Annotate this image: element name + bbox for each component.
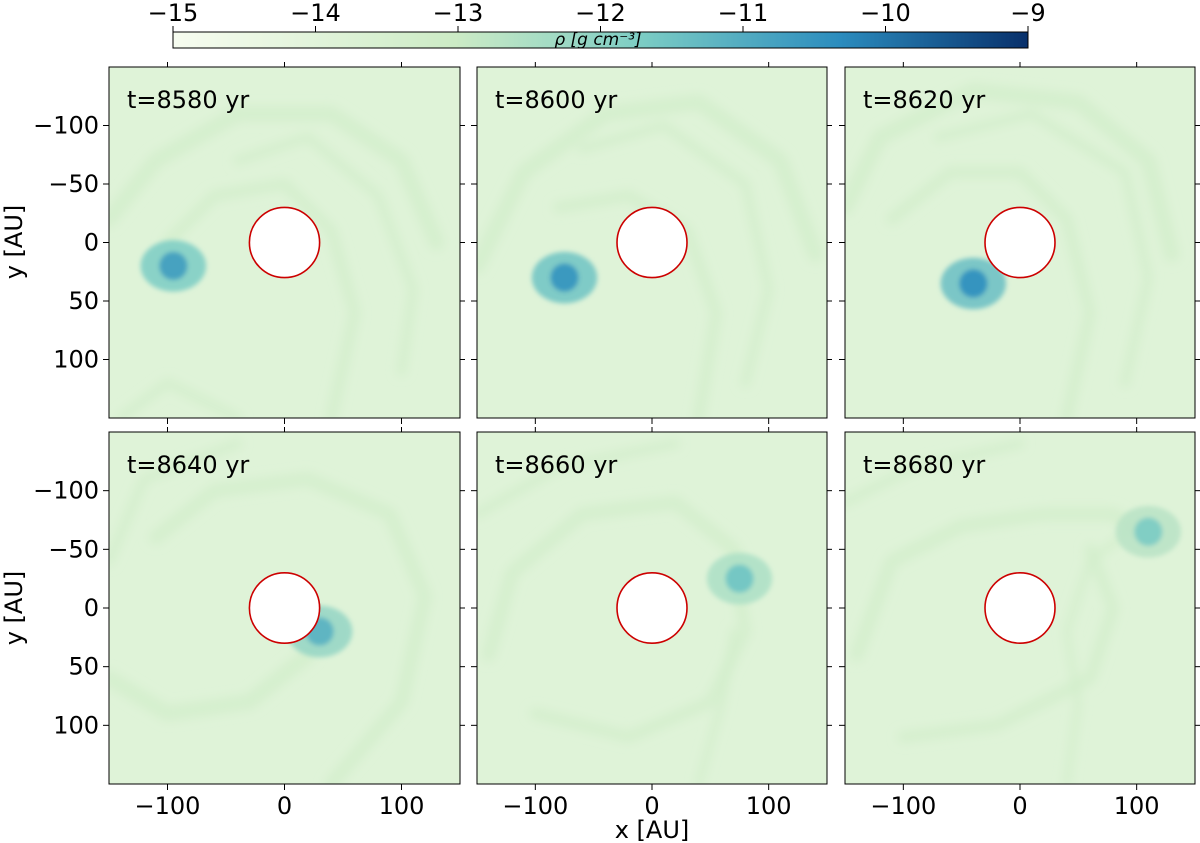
sink-circle bbox=[984, 206, 1056, 279]
colorbar-ticks: −15 −14 −13 −12 −11 −10 −9 bbox=[148, 0, 1046, 32]
sink-circle bbox=[616, 206, 688, 279]
y-tick-label: −100 bbox=[33, 112, 99, 140]
sink-circle bbox=[248, 571, 321, 644]
y-tick-label: 0 bbox=[84, 229, 99, 257]
panel: t=8600 yr bbox=[471, 62, 832, 424]
spiral-arm bbox=[109, 646, 316, 722]
y-tick-label: 50 bbox=[68, 287, 99, 315]
spiral-arm bbox=[109, 438, 243, 567]
spiral-arm bbox=[161, 178, 361, 418]
panel: 100 50 0 −50 −100 −100 0 100 t=8640 yr bbox=[33, 427, 465, 820]
panel: −100 0 100 t=8680 yr bbox=[839, 427, 1200, 820]
colorbar: −15 −14 −13 −12 −11 −10 −9 ρ [g cm⁻³] bbox=[148, 0, 1046, 50]
clump-group bbox=[1115, 505, 1182, 558]
y-tick-label: 50 bbox=[68, 653, 99, 681]
y-axis-label-bottom: y [AU] bbox=[0, 571, 28, 646]
colorbar-tick-label: −12 bbox=[575, 0, 626, 27]
colorbar-tick-label: −11 bbox=[718, 0, 769, 27]
y-tick-label: 0 bbox=[84, 594, 99, 622]
x-axis-label: x [AU] bbox=[615, 816, 690, 843]
spiral-arm bbox=[477, 438, 681, 520]
spiral-arm bbox=[845, 82, 1180, 263]
spiral-arm bbox=[148, 471, 432, 784]
clump-core bbox=[959, 269, 988, 298]
x-tick-label: 0 bbox=[1012, 792, 1027, 820]
spiral-arm bbox=[232, 132, 419, 377]
panel: −100 0 100 t=8660 yr bbox=[471, 427, 832, 820]
spiral-arm bbox=[845, 438, 1025, 508]
colorbar-tick-label: −10 bbox=[860, 0, 911, 27]
x-tick-label: 100 bbox=[1114, 792, 1160, 820]
y-tick-label: 100 bbox=[53, 346, 99, 374]
x-tick-label: −100 bbox=[870, 792, 936, 820]
colorbar-tick-label: −14 bbox=[290, 0, 341, 27]
spiral-arms bbox=[477, 94, 824, 418]
y-tick-label: 100 bbox=[53, 711, 99, 739]
y-tick-label: −100 bbox=[33, 477, 99, 505]
x-tick-label: −100 bbox=[135, 792, 201, 820]
spiral-arm bbox=[109, 105, 445, 251]
clump-group bbox=[531, 251, 598, 304]
colorbar-label: ρ [g cm⁻³] bbox=[554, 30, 641, 50]
clump-core bbox=[159, 251, 188, 280]
panels: 100 50 0 −50 −100 t=8580 yr t=8600 yr t=8620 yr… bbox=[33, 62, 1200, 820]
spiral-arms bbox=[109, 438, 432, 784]
spiral-arms bbox=[845, 82, 1180, 418]
spiral-arm bbox=[933, 108, 1154, 388]
time-label: t=8640 yr bbox=[127, 451, 249, 479]
colorbar-tick-label: −15 bbox=[148, 0, 199, 27]
spiral-arm bbox=[477, 94, 824, 274]
clump-group bbox=[140, 240, 207, 292]
spiral-arms bbox=[845, 438, 1156, 784]
clump-group bbox=[940, 257, 1006, 310]
y-tick-label: −50 bbox=[48, 535, 99, 563]
spiral-arm bbox=[552, 189, 723, 418]
spiral-arm bbox=[849, 507, 1156, 662]
y-tick-label: −50 bbox=[48, 170, 99, 198]
clump-group bbox=[706, 552, 773, 605]
colorbar-tick-label: −13 bbox=[433, 0, 484, 27]
spiral-arm bbox=[897, 543, 1120, 744]
x-tick-label: 100 bbox=[746, 792, 792, 820]
spiral-arm bbox=[577, 120, 774, 388]
panel: t=8620 yr bbox=[839, 62, 1200, 424]
spiral-arm bbox=[1062, 521, 1141, 784]
panel: 100 50 0 −50 −100 t=8580 yr bbox=[33, 62, 465, 424]
x-tick-label: 0 bbox=[644, 792, 659, 820]
time-label: t=8580 yr bbox=[127, 86, 249, 114]
time-label: t=8620 yr bbox=[863, 86, 985, 114]
x-tick-label: 100 bbox=[379, 792, 425, 820]
spiral-arm bbox=[115, 377, 243, 418]
time-label: t=8680 yr bbox=[863, 451, 985, 479]
time-label: t=8600 yr bbox=[495, 86, 617, 114]
clump-core bbox=[1134, 517, 1163, 546]
clump-core bbox=[725, 564, 754, 593]
spiral-arm bbox=[885, 166, 1096, 418]
sink-circle bbox=[984, 571, 1056, 644]
spiral-arm bbox=[694, 627, 738, 784]
clump-core bbox=[550, 263, 579, 292]
x-tick-label: 0 bbox=[277, 792, 292, 820]
y-axis-label-top: y [AU] bbox=[0, 205, 28, 280]
spiral-arm bbox=[529, 555, 752, 744]
time-label: t=8660 yr bbox=[495, 451, 617, 479]
sink-circle bbox=[616, 571, 688, 644]
sink-circle bbox=[248, 206, 321, 279]
colorbar-tick-label: −9 bbox=[1010, 0, 1045, 27]
spiral-arms bbox=[109, 105, 445, 418]
x-tick-label: −100 bbox=[502, 792, 568, 820]
